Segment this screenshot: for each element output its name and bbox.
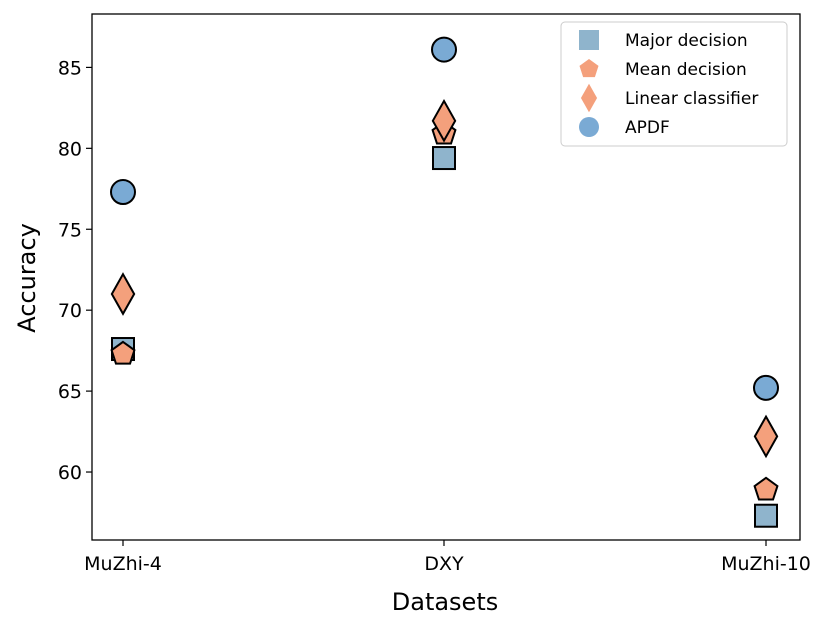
y-tick-label: 65 [58,381,82,403]
legend-symbol-square [579,30,599,50]
point-square [754,503,778,528]
legend-label: Linear classifier [625,89,758,109]
point-diamond [753,414,779,459]
plot-frame [91,13,801,541]
legend-symbol-diamond [580,83,598,113]
x-tick-label: MuZhi-10 [721,553,811,575]
legend-symbol-pentagon [579,59,599,78]
y-tick-label: 60 [58,462,82,484]
point-circle [753,374,779,401]
y-tick-label: 85 [58,57,82,79]
y-tick-label: 70 [58,300,82,322]
legend-label: APDF [625,118,670,138]
y-tick-label: 80 [58,138,82,160]
legend-label: Major decision [625,31,748,51]
data-marks [110,36,779,528]
x-tick-label: DXY [424,553,464,575]
point-pentagon [110,340,136,365]
x-tick-label: MuZhi-4 [84,553,162,575]
point-diamond [431,98,457,143]
y-tick-label: 75 [58,219,82,241]
legend: Major decision Mean decision Linear classi… [560,21,788,147]
x-axis-ticks: MuZhi-4 DXY MuZhi-10 [84,540,811,575]
point-diamond [110,272,136,316]
point-circle [431,36,457,63]
legend-box [560,21,788,147]
y-axis-ticks: 60 65 70 75 80 85 [58,57,92,484]
legend-label: Mean decision [625,60,747,80]
point-square [432,146,456,171]
point-pentagon [753,476,779,501]
point-circle [110,179,136,206]
x-axis-label: Datasets [392,588,499,616]
legend-symbol-circle [579,117,599,137]
y-axis-label: Accuracy [13,223,41,333]
